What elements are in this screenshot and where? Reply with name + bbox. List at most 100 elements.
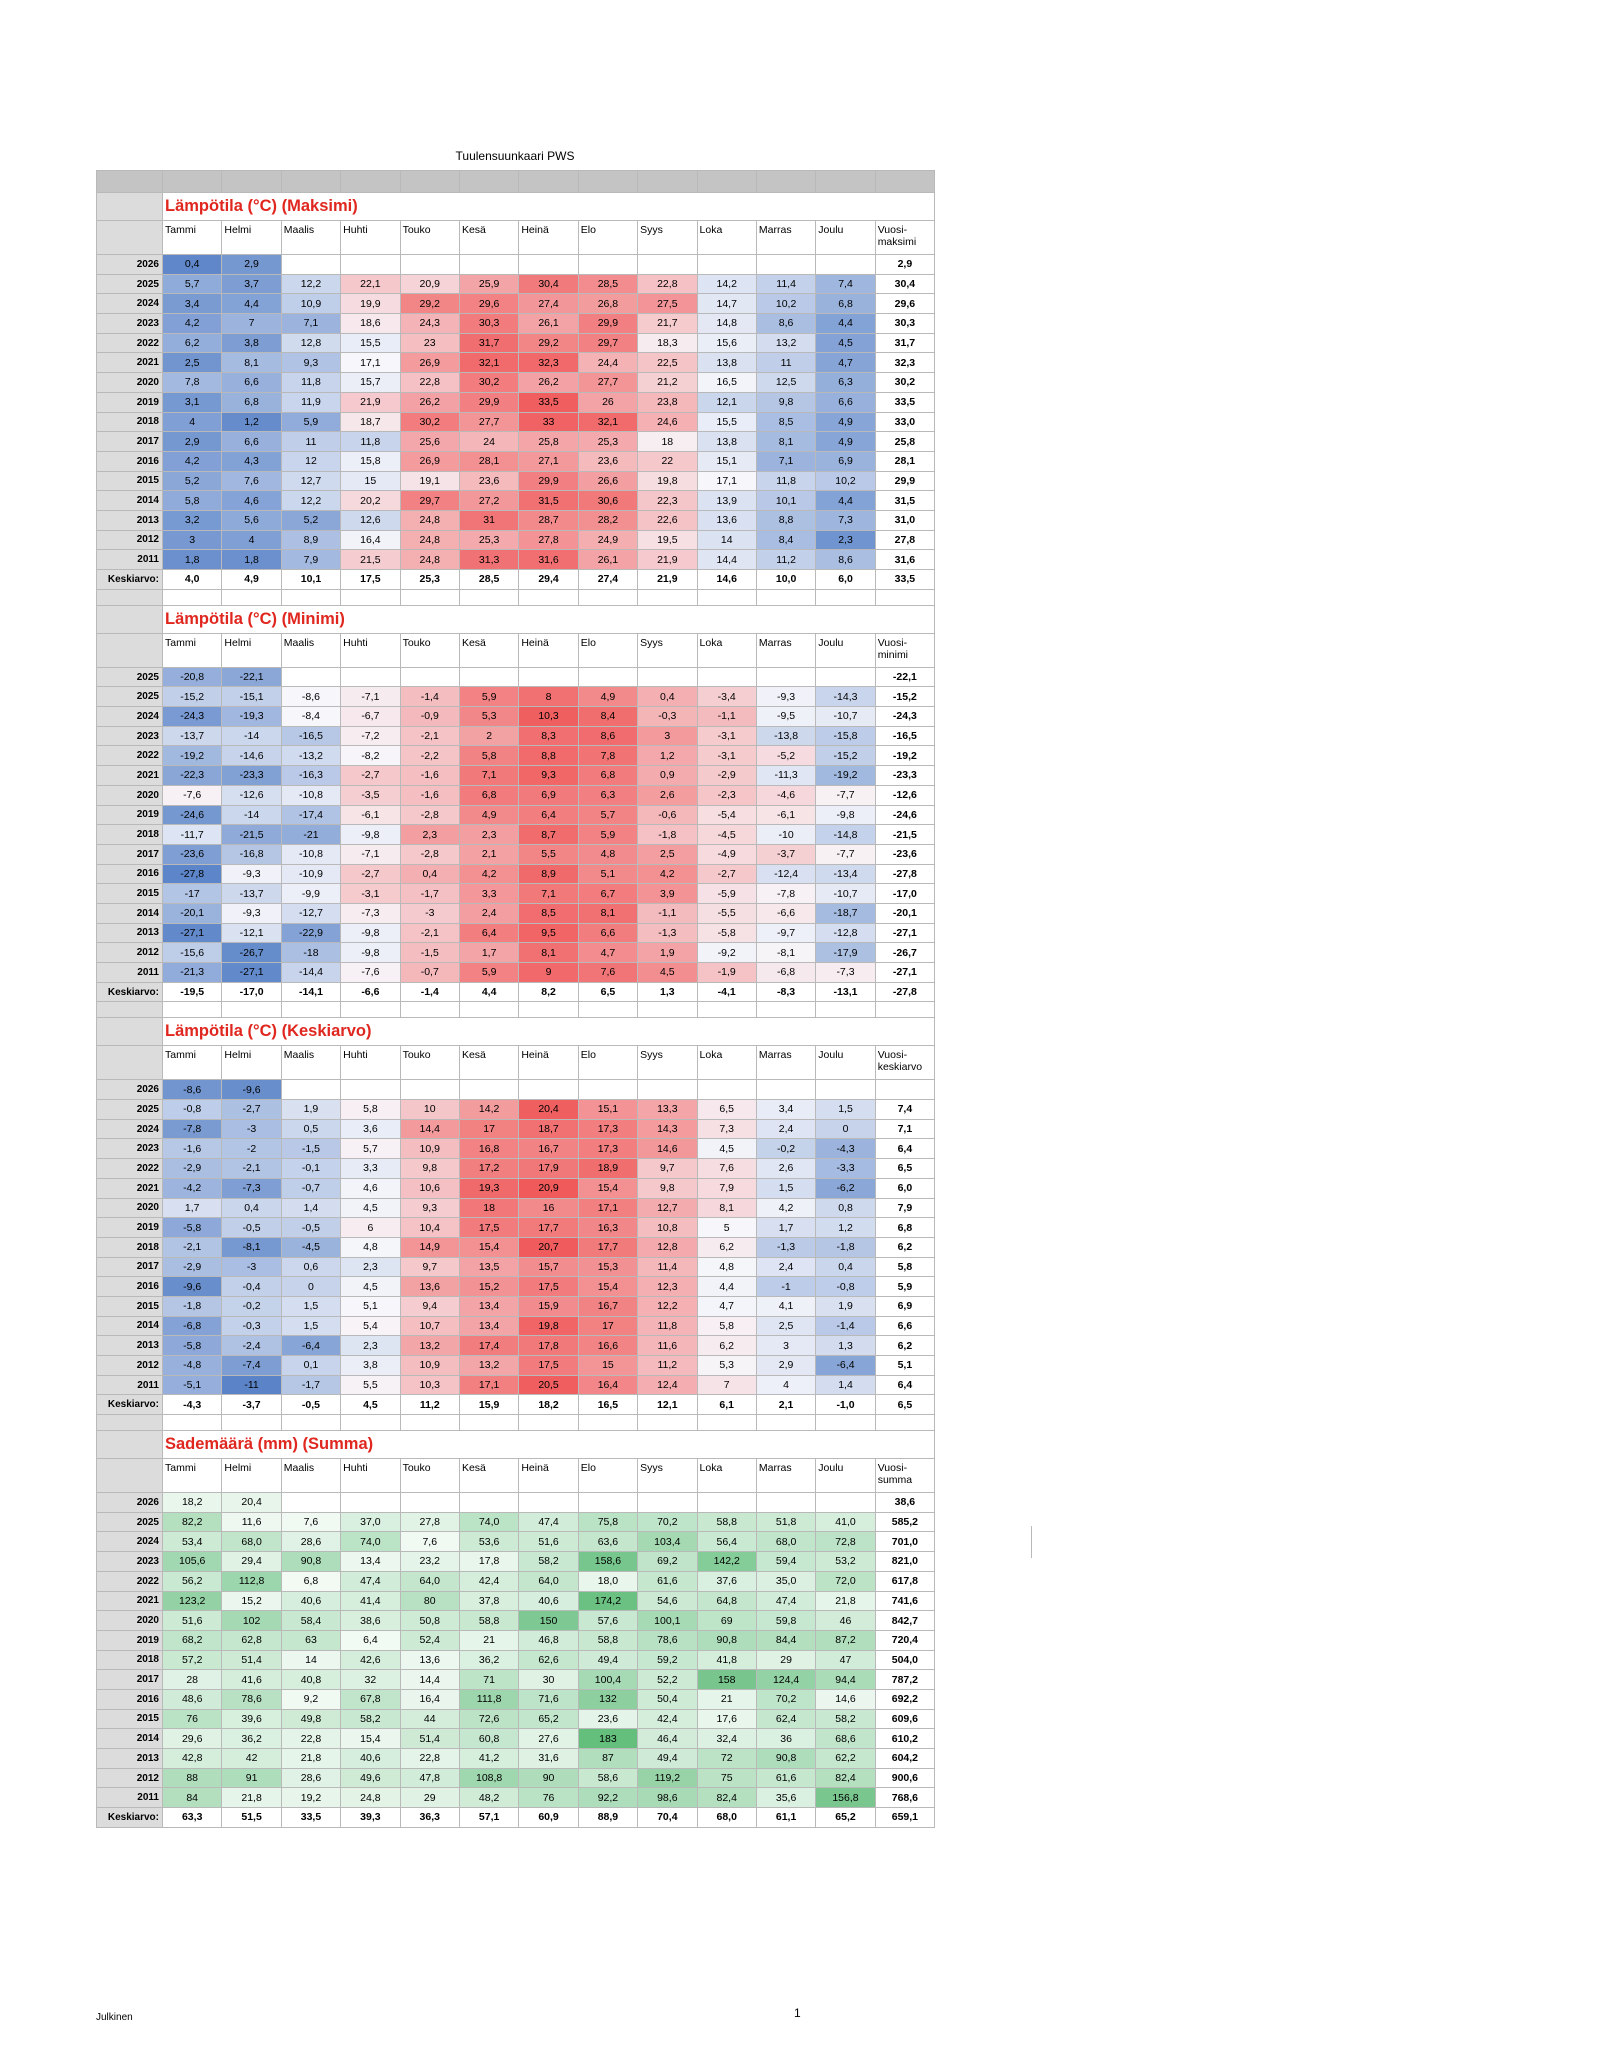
- spacer-cell: [458, 588, 520, 606]
- value-cell: 4,5: [340, 1276, 401, 1297]
- header-bar-cell: [874, 170, 936, 193]
- value-cell: 112,8: [221, 1570, 282, 1592]
- total-cell: 32,3: [874, 352, 936, 374]
- value-cell: [458, 1492, 520, 1513]
- value-cell: 22,8: [399, 372, 460, 393]
- spacer-cell: [577, 588, 639, 606]
- value-cell: 8: [518, 686, 579, 708]
- spacer-cell: [696, 1001, 757, 1019]
- total-cell: 30,4: [874, 273, 936, 295]
- value-cell: 0: [815, 1118, 876, 1140]
- value-cell: 29,7: [577, 332, 639, 354]
- value-cell: 41,8: [696, 1649, 757, 1671]
- value-cell: 22,8: [399, 1748, 460, 1769]
- value-cell: 12,6: [340, 509, 401, 531]
- month-header: Joulu: [815, 220, 876, 255]
- value-cell: -2,8: [399, 804, 460, 826]
- value-cell: -0,2: [221, 1295, 282, 1317]
- total-cell: 6,4: [874, 1374, 936, 1396]
- value-cell: 40,6: [280, 1590, 342, 1612]
- table-row: 2016 -27,8 -9,3 -10,9 -2,7 0,4 4,2 8,9 5,1 4,2 -2,…: [96, 863, 936, 885]
- spacer-cell: [874, 1414, 936, 1432]
- value-cell: -2,1: [221, 1158, 282, 1179]
- year-label: 2023: [96, 725, 163, 747]
- value-cell: 5,7: [161, 273, 223, 295]
- value-cell: 7,3: [696, 1118, 757, 1140]
- value-cell: 4,2: [458, 863, 520, 885]
- average-cell: -4,3: [161, 1394, 223, 1416]
- value-cell: 28,6: [280, 1767, 342, 1789]
- value-cell: 8,4: [577, 706, 639, 727]
- value-cell: 12,2: [637, 1295, 698, 1317]
- value-cell: 87,2: [815, 1629, 876, 1651]
- value-cell: 28: [161, 1669, 223, 1690]
- value-cell: 47,4: [518, 1511, 579, 1533]
- value-cell: 8,6: [577, 725, 639, 747]
- value-cell: -21: [280, 824, 342, 845]
- value-cell: -13,8: [755, 725, 817, 747]
- blank-cell: [459, 192, 519, 221]
- value-cell: 63,6: [577, 1531, 639, 1553]
- month-header: Helmi: [221, 1045, 282, 1081]
- value-cell: -17: [161, 883, 223, 904]
- blank-cell: [518, 1430, 579, 1460]
- average-cell: 70,4: [637, 1807, 698, 1828]
- value-cell: 1,2: [815, 1217, 876, 1238]
- value-cell: 2,6: [755, 1158, 817, 1179]
- value-cell: -0,6: [637, 804, 698, 826]
- table-row: 2017 2,9 6,6 11 11,8 25,6 24 25,8 25,3 18 13,8 8,1 4…: [96, 431, 936, 452]
- value-cell: 61,6: [637, 1570, 698, 1592]
- value-cell: 3,3: [458, 883, 520, 904]
- value-cell: 32,3: [518, 352, 579, 374]
- total-cell: 6,0: [874, 1177, 936, 1199]
- value-cell: 91: [221, 1767, 282, 1789]
- year-label: 2014: [96, 1315, 163, 1337]
- value-cell: 72: [696, 1748, 757, 1769]
- year-label: 2016: [96, 450, 163, 472]
- value-cell: -7,8: [755, 883, 817, 904]
- value-cell: 23,8: [637, 391, 698, 413]
- value-cell: 7,6: [399, 1531, 460, 1553]
- average-cell: 33,5: [280, 1807, 342, 1828]
- value-cell: 46: [815, 1610, 876, 1631]
- value-cell: -15,6: [161, 942, 223, 963]
- month-header: Maalis: [280, 1458, 342, 1494]
- value-cell: -8,6: [161, 1079, 223, 1101]
- month-header: Loka: [696, 632, 757, 668]
- value-cell: -11: [221, 1374, 282, 1396]
- value-cell: 24,6: [637, 411, 698, 433]
- value-cell: [815, 1079, 876, 1101]
- value-cell: 72,0: [815, 1570, 876, 1592]
- value-cell: 17,4: [458, 1335, 520, 1356]
- blank-cell: [637, 604, 698, 634]
- value-cell: 8,8: [518, 745, 579, 767]
- value-cell: 58,4: [280, 1610, 342, 1631]
- value-cell: 21,7: [637, 313, 698, 334]
- value-cell: 15,9: [518, 1295, 579, 1317]
- value-cell: 11,4: [637, 1256, 698, 1278]
- value-cell: 90: [518, 1767, 579, 1789]
- value-cell: 16,7: [518, 1138, 579, 1160]
- value-cell: -7,8: [161, 1118, 223, 1140]
- value-cell: 28,2: [577, 509, 639, 531]
- value-cell: 51,8: [755, 1511, 817, 1533]
- value-cell: -6,1: [755, 804, 817, 826]
- value-cell: 21,2: [637, 372, 698, 393]
- value-cell: 5,8: [340, 1099, 401, 1120]
- value-cell: 88: [161, 1767, 223, 1789]
- average-row: Keskiarvo: 4,0 4,9 10,1 17,5 25,3 28,5 29,4 27,4…: [96, 569, 936, 590]
- blank-cell: [756, 1017, 816, 1047]
- section-title: Lämpötila (°C) (Maksimi): [162, 192, 460, 221]
- value-cell: 11,8: [340, 431, 401, 452]
- year-label: 2017: [96, 843, 163, 865]
- spacer-cell: [755, 588, 817, 606]
- value-cell: 18: [458, 1197, 520, 1219]
- value-cell: 10,8: [637, 1217, 698, 1238]
- value-cell: 76: [161, 1708, 223, 1730]
- value-cell: [577, 254, 639, 275]
- value-cell: 30,4: [518, 273, 579, 295]
- section-title-row: Lämpötila (°C) (Maksimi): [96, 192, 936, 221]
- value-cell: -2,8: [399, 843, 460, 865]
- value-cell: 4,4: [221, 293, 282, 315]
- year-label: 2021: [96, 1590, 163, 1612]
